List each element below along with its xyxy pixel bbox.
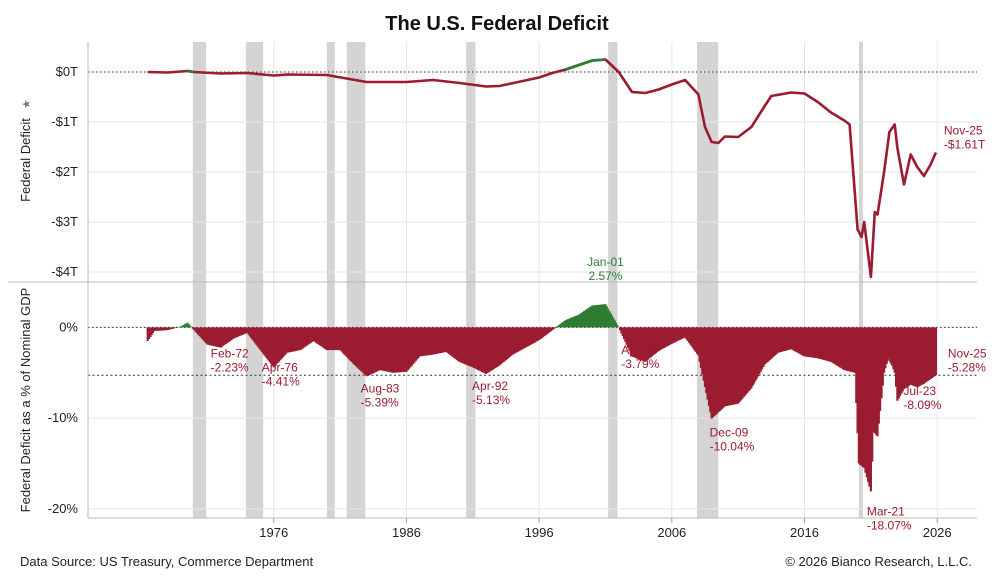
x-tick-label: 1996 xyxy=(525,525,554,540)
annotation-value: -10.04% xyxy=(710,440,755,454)
bottom-y-axis-label: Federal Deficit as a % of Nominal GDP xyxy=(18,288,33,513)
recession-band-3 xyxy=(346,42,366,518)
recession-band-2 xyxy=(326,42,335,518)
gridlines xyxy=(88,42,977,518)
bottom-panel-deficit-pct-gdp: Federal Deficit as a % of Nominal GDP xyxy=(18,288,977,513)
bottom-y-tick-label: -20% xyxy=(48,501,79,516)
annotation-value: -5.13% xyxy=(472,393,510,407)
annotation-value: -18.07% xyxy=(867,518,912,532)
annotation-label: Feb-72 xyxy=(211,347,249,361)
annotation-label: Apr-92 xyxy=(472,379,508,393)
top-y-tick-label: -$2T xyxy=(51,164,78,179)
annotation-value: -8.09% xyxy=(903,398,941,412)
annotation-label: Apr-76 xyxy=(262,360,298,374)
annotation-value: -5.39% xyxy=(361,395,399,409)
annotation-label: Mar-21 xyxy=(867,504,905,518)
chart-title: The U.S. Federal Deficit xyxy=(385,13,609,35)
top-annotation-label: Nov-25 xyxy=(944,124,983,138)
x-tick-label: 1986 xyxy=(392,525,421,540)
annotation-value: -3.79% xyxy=(621,357,659,371)
top-y-axis-label: Federal Deficit xyxy=(18,118,33,202)
bottom-y-tick-label: -10% xyxy=(48,410,79,425)
bottom-y-tick-label: 0% xyxy=(59,319,78,334)
axes: 1976 1986 1996 2006 2016 2026 $0T -$1T -$2T -$3T -… xyxy=(8,42,977,540)
recession-band-4 xyxy=(466,42,476,518)
top-y-tick-label: -$3T xyxy=(51,214,78,229)
deficit-pct-area xyxy=(146,327,937,492)
pin-icon: ★ xyxy=(21,99,33,109)
annotation-label: Aug-83 xyxy=(361,381,400,395)
top-y-tick-label: $0T xyxy=(56,64,78,79)
copyright-note: © 2026 Bianco Research, L.L.C. xyxy=(785,554,972,569)
recession-band-1 xyxy=(245,42,264,518)
x-tick-label: 2006 xyxy=(657,525,686,540)
annotation-value: -5.28% xyxy=(948,360,986,374)
surplus-pct-area xyxy=(177,304,619,328)
x-tick-label: 1976 xyxy=(259,525,288,540)
annotation-label: Nov-25 xyxy=(948,346,987,360)
annotation-value: -2.23% xyxy=(211,361,249,375)
annotation-label: Jan-01 xyxy=(587,255,624,269)
top-annotation-value: -$1.61T xyxy=(944,138,986,152)
recession-band-7 xyxy=(858,42,863,518)
recession-shading xyxy=(192,42,863,518)
annotation-label: Dec-09 xyxy=(710,426,749,440)
annotation-value: -4.41% xyxy=(262,374,300,388)
surplus-line-segment-0 xyxy=(187,69,195,74)
data-source-note: Data Source: US Treasury, Commerce Depar… xyxy=(20,554,314,569)
recession-band-0 xyxy=(192,42,207,518)
x-tick-label: 2016 xyxy=(790,525,819,540)
recession-band-5 xyxy=(608,42,618,518)
annotation-label: Jul-23 xyxy=(903,384,936,398)
top-panel-deficit-dollars: Federal Deficit ★ xyxy=(18,58,977,279)
top-y-tick-label: -$4T xyxy=(51,264,78,279)
top-y-tick-label: -$1T xyxy=(51,114,78,129)
surplus-line-segment-1 xyxy=(565,58,606,71)
annotation-label: Apr-04 xyxy=(621,343,657,357)
annotation-value: 2.57% xyxy=(588,269,622,283)
x-tick-label: 2026 xyxy=(923,525,952,540)
deficit-dollar-line xyxy=(147,58,938,279)
